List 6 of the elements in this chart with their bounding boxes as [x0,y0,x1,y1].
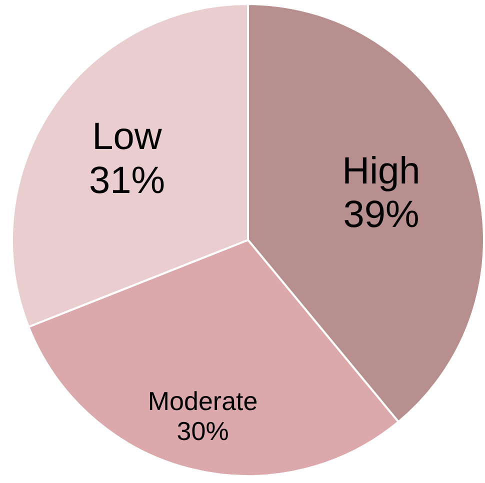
slice-label: High [342,150,420,192]
data-label: 30% [176,416,229,446]
slice-label: Moderate [148,386,258,416]
data-label: 31% [88,160,166,202]
slice-label: Low [92,116,162,158]
data-label: 39% [343,194,420,236]
